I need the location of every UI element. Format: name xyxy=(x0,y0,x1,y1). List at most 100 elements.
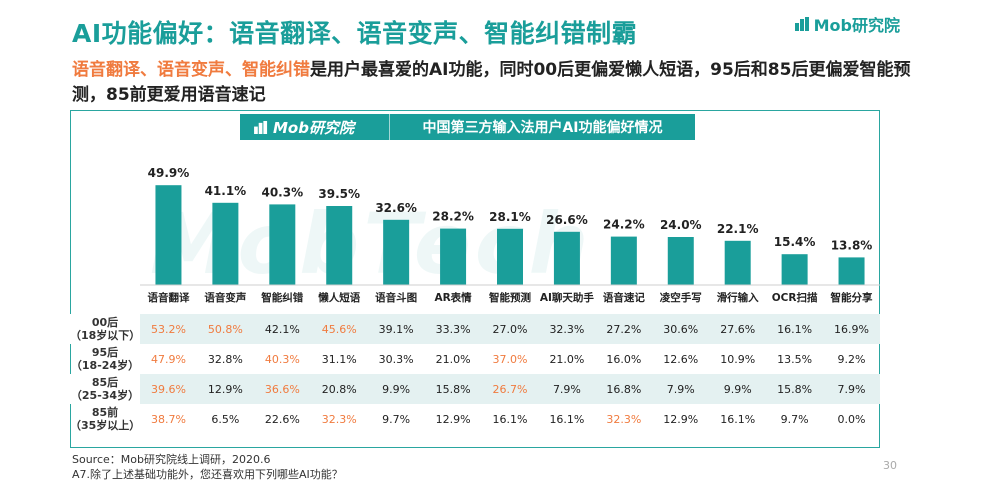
bar-value-label: 39.5% xyxy=(318,187,360,201)
bar-12 xyxy=(781,254,808,285)
bar-value-label: 24.0% xyxy=(660,218,702,232)
page-number: 30 xyxy=(883,459,897,472)
row-label-group: 00后 xyxy=(91,316,119,329)
table-cell: 12.9% xyxy=(435,412,471,426)
category-label: OCR扫描 xyxy=(772,291,818,304)
table-cell: 10.9% xyxy=(720,352,756,366)
table-cell: 32.3% xyxy=(606,412,642,426)
bar-value-label: 15.4% xyxy=(774,235,816,249)
table-cell: 9.9% xyxy=(367,374,425,404)
bar-3 xyxy=(269,204,296,285)
table-row: 85后 （25-34岁） 39.6% 12.9% 36.6% 20.8% 9.9% 15.8%… xyxy=(70,374,880,404)
row-label-age: （35岁以上） xyxy=(70,419,141,432)
bar-value-label: 13.8% xyxy=(831,238,873,252)
table-cell: 15.8% xyxy=(424,374,482,404)
table-cell: 15.8% xyxy=(766,374,824,404)
table-cell: 16.1% xyxy=(549,412,585,426)
table-cell: 16.1% xyxy=(766,314,824,344)
table-cell: 7.9% xyxy=(652,374,710,404)
bar-11 xyxy=(724,240,751,285)
row-label-age: （18岁以下） xyxy=(70,329,141,342)
bar-value-label: 26.6% xyxy=(546,213,588,227)
page-title: AI功能偏好：语音翻译、语音变声、智能纠错制霸 xyxy=(72,19,638,48)
table-cell: 21.0% xyxy=(435,352,471,366)
subtitle-highlight: 语音翻译、语音变声、智能纠错 xyxy=(72,60,310,80)
table-cell: 7.9% xyxy=(538,374,596,404)
table-cell: 9.2% xyxy=(837,352,866,366)
table-cell: 45.6% xyxy=(310,314,368,344)
bar-10 xyxy=(667,237,694,285)
category-label: 语音变声 xyxy=(204,291,246,304)
bar-1 xyxy=(155,185,182,285)
table-cell: 32.3% xyxy=(321,412,357,426)
table-cell: 26.7% xyxy=(481,374,539,404)
table-cell: 13.5% xyxy=(777,352,813,366)
category-label: 凌空手写 xyxy=(660,291,702,304)
table-cell: 16.9% xyxy=(823,314,880,344)
chart-banner: Mob研究院 中国第三方输入法用户AI功能偏好情况 xyxy=(240,114,695,140)
bar-value-label: 28.2% xyxy=(432,210,474,224)
category-label: 滑行输入 xyxy=(717,291,759,304)
bar-value-label: 41.1% xyxy=(205,184,247,198)
page-subtitle: 语音翻译、语音变声、智能纠错是用户最喜爱的AI功能，同时00后更偏爱懒人短语，9… xyxy=(72,58,912,108)
category-label: 智能预测 xyxy=(488,291,531,304)
table-cell: 9.7% xyxy=(382,412,411,426)
banner-logo: Mob研究院 xyxy=(240,114,390,140)
banner-logo-text: Mob研究院 xyxy=(273,118,354,137)
table-cell: 0.0% xyxy=(837,412,866,426)
category-label: 智能纠错 xyxy=(260,291,303,304)
table-cell: 12.9% xyxy=(663,412,699,426)
table-cell: 30.3% xyxy=(378,352,414,366)
bar-value-label: 49.9% xyxy=(148,166,190,180)
category-label: 语音斗图 xyxy=(375,291,417,304)
table-cell: 9.7% xyxy=(780,412,809,426)
table-cell: 31.1% xyxy=(321,352,357,366)
source-note: Source：Mob研究院线上调研，2020.6 A7.除了上述基础功能外，您还… xyxy=(72,452,343,482)
table-cell: 32.3% xyxy=(538,314,596,344)
table-cell: 47.9% xyxy=(150,352,186,366)
table-cell: 36.6% xyxy=(253,374,311,404)
table-cell: 27.2% xyxy=(595,314,653,344)
row-label-age: （18-24岁） xyxy=(70,359,140,372)
table-cell: 20.8% xyxy=(310,374,368,404)
table-cell: 50.8% xyxy=(196,314,254,344)
table-cell: 32.8% xyxy=(207,352,243,366)
table-cell: 22.6% xyxy=(264,412,300,426)
bar-9 xyxy=(610,236,637,285)
table-cell: 27.0% xyxy=(481,314,539,344)
table-cell: 40.3% xyxy=(264,352,300,366)
mob-logo-icon xyxy=(254,120,268,134)
table-cell: 16.8% xyxy=(595,374,653,404)
table-row: 85前 （35岁以上） 38.7% 6.5% 22.6% 32.3% 9.7% 12.9% 16… xyxy=(70,404,880,434)
table-cell: 6.5% xyxy=(211,412,240,426)
row-label: 85后 （25-34岁） xyxy=(70,374,140,404)
table-cell: 38.7% xyxy=(150,412,186,426)
bar-13 xyxy=(838,257,865,285)
table-cell: 30.6% xyxy=(652,314,710,344)
category-label: 懒人短语 xyxy=(318,291,360,304)
bar-8 xyxy=(553,231,580,285)
row-label-group: 95后 xyxy=(91,346,119,359)
table-cell: 33.3% xyxy=(424,314,482,344)
brand-name: Mob研究院 xyxy=(813,16,900,35)
table-cell: 12.6% xyxy=(663,352,699,366)
row-label: 85前 （35岁以上） xyxy=(70,404,140,434)
source-line: Source：Mob研究院线上调研，2020.6 xyxy=(72,453,271,466)
bar-6 xyxy=(440,228,467,285)
table-cell: 39.1% xyxy=(367,314,425,344)
table-cell: 42.1% xyxy=(253,314,311,344)
age-breakdown-table: 00后 （18岁以下） 53.2% 50.8% 42.1% 45.6% 39.1% 33.3%… xyxy=(70,314,880,434)
table-cell: 7.9% xyxy=(823,374,880,404)
row-label-group: 85前 xyxy=(91,406,119,419)
table-row: 95后 （18-24岁） 47.9% 32.8% 40.3% 31.1% 30.3% 21.0… xyxy=(70,344,880,374)
row-label: 95后 （18-24岁） xyxy=(70,344,140,374)
row-label: 00后 （18岁以下） xyxy=(70,314,140,344)
bar-value-label: 22.1% xyxy=(717,222,759,236)
subtitle-text: 是用户最喜爱的AI功能，同时00后更偏爱懒人短语，95后和85后更偏爱智能预测，… xyxy=(72,60,911,105)
bar-value-label: 24.2% xyxy=(603,218,645,232)
bar-value-label: 32.6% xyxy=(375,201,417,215)
table-cell: 53.2% xyxy=(140,314,197,344)
table-row: 00后 （18岁以下） 53.2% 50.8% 42.1% 45.6% 39.1% 33.3%… xyxy=(70,314,880,344)
table-cell: 16.1% xyxy=(720,412,756,426)
